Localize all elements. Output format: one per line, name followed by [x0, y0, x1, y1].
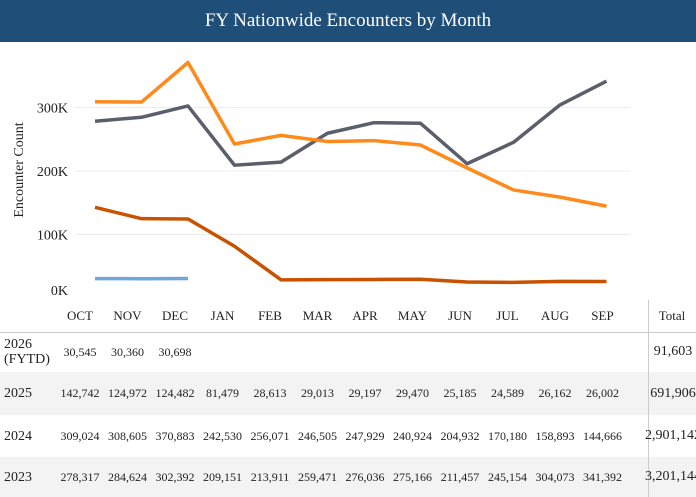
- x-tick-label: DEC: [162, 308, 188, 323]
- row-total: 91,603: [648, 332, 696, 372]
- table-cell: [435, 332, 485, 372]
- y-axis-title: Encounter Count: [12, 122, 27, 217]
- row-label: 2025: [4, 386, 32, 401]
- series-line-2024: [94, 60, 607, 208]
- x-tick-label: FEB: [258, 308, 282, 323]
- series-line-2023: [94, 79, 608, 167]
- y-tick-label: 0K: [51, 284, 68, 299]
- table-cell: 25,185: [443, 386, 477, 400]
- table-cell: [293, 332, 343, 372]
- table-cell: 276,036: [345, 469, 385, 484]
- table-cell: 247,929: [345, 428, 385, 443]
- table-cell: 304,073: [535, 469, 575, 484]
- table-cell: [530, 332, 580, 372]
- row-label: 2026 (FYTD): [4, 337, 50, 367]
- table-cell: 302,392: [155, 469, 195, 484]
- table-cell: [245, 332, 295, 372]
- table-cell: 204,932: [440, 428, 480, 443]
- table-cell: 81,479: [206, 386, 239, 400]
- table-cell: 29,013: [301, 386, 334, 400]
- x-tick-label: JUN: [448, 308, 472, 323]
- table-cell: 211,457: [440, 469, 480, 484]
- table-row: 2023 278,317 284,624 302,392 209,151 213,911 2…: [0, 457, 696, 497]
- table-cell: [483, 332, 533, 372]
- x-tick-label: JUL: [496, 308, 519, 323]
- x-tick-label: NOV: [113, 308, 142, 323]
- table-cell: 341,392: [583, 469, 622, 484]
- y-tick-label: 100K: [37, 229, 68, 244]
- table-header-row: OCT NOV DEC JAN FEB MAR APR MAY JUN JUL AUG SEP Tota…: [0, 300, 696, 333]
- table-cell: 24,589: [491, 386, 524, 400]
- series-line-2025: [94, 205, 607, 285]
- table-cell: [578, 332, 628, 372]
- x-tick-label: SEP: [591, 308, 614, 323]
- table-cell: 124,972: [108, 386, 147, 400]
- table-cell: 278,317: [60, 469, 100, 484]
- row-total: 2,901,142: [645, 415, 696, 457]
- table-row: 2024 309,024 308,605 370,883 242,530 256,071 2…: [0, 415, 696, 457]
- table-cell: 30,360: [111, 344, 144, 359]
- table-cell: 370,883: [155, 428, 195, 443]
- table-row: 2026 (FYTD) 30,545 30,360 30,698 91,603: [0, 332, 696, 372]
- table-cell: 170,180: [488, 428, 527, 443]
- table-cell: 275,166: [393, 469, 432, 484]
- table-cell: 256,071: [250, 428, 290, 443]
- x-tick-label: MAY: [397, 308, 428, 323]
- total-divider: [648, 300, 649, 332]
- x-tick-label: MAR: [302, 308, 333, 323]
- table-cell: [388, 332, 438, 372]
- table-cell: 213,911: [250, 469, 290, 484]
- table-cell: 29,197: [348, 386, 382, 400]
- table-cell: 158,893: [535, 428, 575, 443]
- total-header: Total: [658, 308, 686, 323]
- table-cell: 245,154: [488, 469, 527, 484]
- table-cell: 242,530: [203, 428, 242, 443]
- table-cell: 284,624: [108, 469, 147, 484]
- table-cell: 209,151: [203, 469, 242, 484]
- table-cell: [340, 332, 390, 372]
- table-cell: 259,471: [298, 469, 337, 484]
- row-label: 2023: [4, 469, 32, 485]
- table-cell: 28,613: [253, 386, 287, 400]
- table-cell: 26,162: [538, 386, 572, 400]
- table-cell: 30,545: [63, 344, 97, 359]
- line-chart: 0K 100K 200K 300K Encounter Count: [12, 60, 630, 299]
- table-cell: 144,666: [583, 428, 622, 443]
- row-total: 3,201,144: [645, 457, 696, 497]
- x-tick-label: AUG: [540, 308, 570, 323]
- table-cell: [198, 332, 248, 372]
- table-cell: 30,698: [158, 344, 192, 359]
- y-tick-label: 300K: [37, 102, 68, 117]
- row-label: 2024: [4, 428, 32, 444]
- row-total: 691,906: [648, 372, 696, 415]
- x-tick-label: OCT: [67, 308, 93, 323]
- chart-title: FY Nationwide Encounters by Month: [0, 0, 696, 42]
- table-cell: 309,024: [60, 428, 100, 443]
- table-cell: 240,924: [393, 428, 432, 443]
- table-row: 2025 142,742 124,972 124,482 81,479 28,613 29,…: [0, 372, 696, 415]
- table-cell: 29,470: [396, 386, 429, 400]
- x-tick-label: APR: [352, 308, 378, 323]
- table-cell: 308,605: [108, 428, 147, 443]
- y-tick-label: 200K: [37, 165, 68, 180]
- table-cell: 246,505: [298, 428, 337, 443]
- table-cell: 26,002: [586, 386, 619, 400]
- table-cell: 142,742: [60, 386, 100, 400]
- table-cell: 124,482: [155, 386, 195, 400]
- x-tick-label: JAN: [210, 308, 235, 323]
